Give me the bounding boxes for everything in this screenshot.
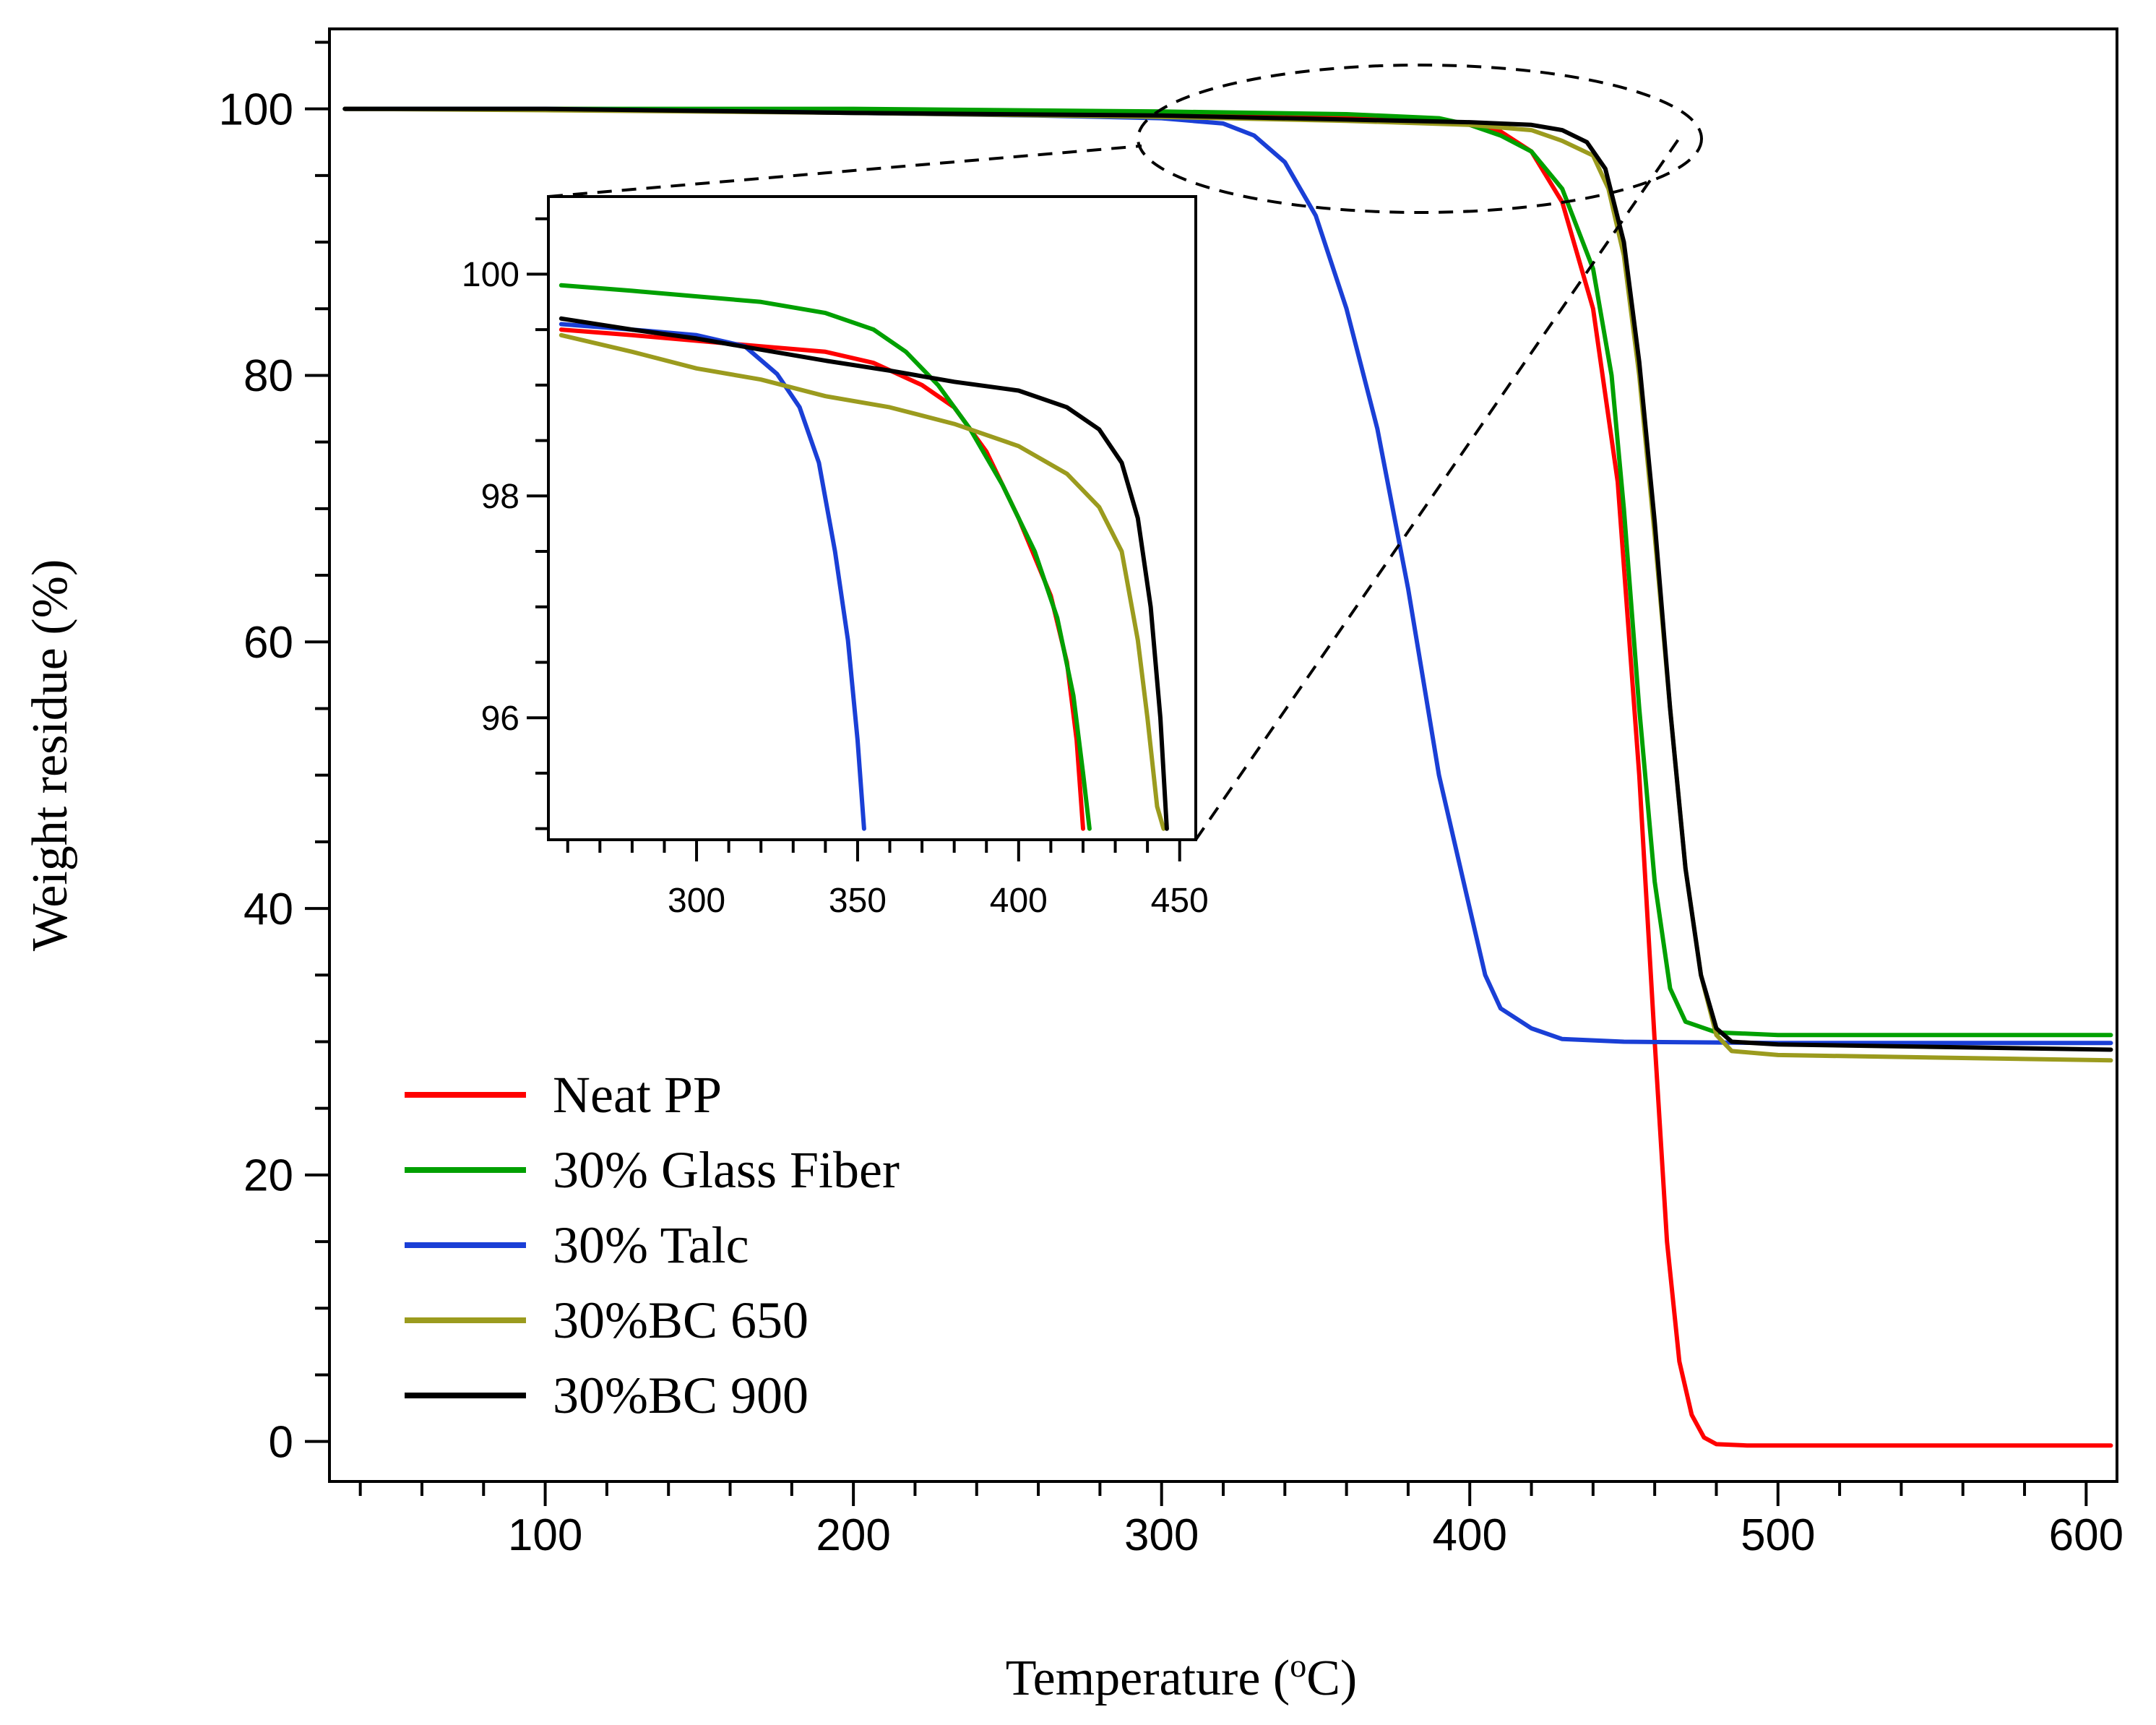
legend-label: 30% Talc: [553, 1216, 749, 1274]
zoom-connector-right: [1194, 136, 1681, 841]
legend-label: 30%BC 900: [553, 1367, 808, 1424]
main-x-tick-label: 200: [816, 1510, 890, 1560]
y-axis-title: Weight residue (%): [22, 559, 78, 952]
main-x-tick-label: 300: [1124, 1510, 1199, 1560]
legend-label: Neat PP: [553, 1066, 722, 1124]
legend: Neat PP 30% Glass Fiber 30% Talc 30%BC 650 3…: [405, 1066, 900, 1424]
inset-series-line-30-bc-650: [559, 332, 1166, 831]
legend-item: Neat PP: [405, 1066, 722, 1124]
main-x-tick-label: 600: [2049, 1510, 2123, 1560]
main-x-tick-label: 100: [508, 1510, 582, 1560]
inset-y-tick-label: 100: [462, 256, 519, 294]
main-y-tick-label: 100: [219, 85, 293, 134]
legend-item: 30%BC 650: [405, 1291, 808, 1349]
main-y-ticks: 0 20 40 60 80 100: [219, 40, 329, 1467]
main-series: [342, 106, 2113, 1448]
main-x-tick-label: 400: [1433, 1510, 1507, 1560]
inset-y-tick-label: 98: [481, 478, 519, 516]
legend-item: 30%BC 900: [405, 1367, 808, 1424]
inset-series-line-30-talc: [559, 322, 866, 831]
inset-plot-frame: [547, 195, 1197, 841]
main-series-line-30-bc-900: [342, 106, 2113, 1052]
inset-series: [559, 283, 1169, 831]
inset-series-line-30-glass-fiber: [559, 283, 1092, 831]
main-y-tick-label: 80: [243, 351, 293, 401]
inset-y-ticks: 96 98 100: [462, 217, 548, 830]
inset-y-tick-label: 96: [481, 700, 519, 738]
legend-label: 30% Glass Fiber: [553, 1141, 900, 1199]
main-y-tick-label: 0: [269, 1417, 293, 1467]
inset-series-line-30-bc-900: [559, 316, 1169, 831]
legend-label: 30%BC 650: [553, 1291, 808, 1349]
inset-x-ticks: 300 350 400 450: [566, 840, 1209, 920]
inset-x-tick-label: 450: [1151, 882, 1209, 920]
legend-item: 30% Glass Fiber: [405, 1141, 900, 1199]
main-y-tick-label: 60: [243, 618, 293, 668]
main-y-tick-label: 20: [243, 1151, 293, 1201]
inset-background: [548, 197, 1196, 840]
x-axis-title: Temperature (oC): [1006, 1647, 1357, 1707]
zoom-ellipse: [1137, 64, 1703, 214]
inset-x-tick-label: 350: [829, 882, 887, 920]
inset-x-tick-label: 300: [668, 882, 725, 920]
main-series-line-30-glass-fiber: [342, 106, 2113, 1038]
inset-x-tick-label: 400: [990, 882, 1048, 920]
main-y-tick-label: 40: [243, 885, 293, 934]
main-x-ticks: 100 200 300 400 500 600: [358, 1481, 2123, 1560]
legend-item: 30% Talc: [405, 1216, 749, 1274]
zoom-connector-top: [548, 145, 1142, 198]
main-x-tick-label: 500: [1741, 1510, 1815, 1560]
